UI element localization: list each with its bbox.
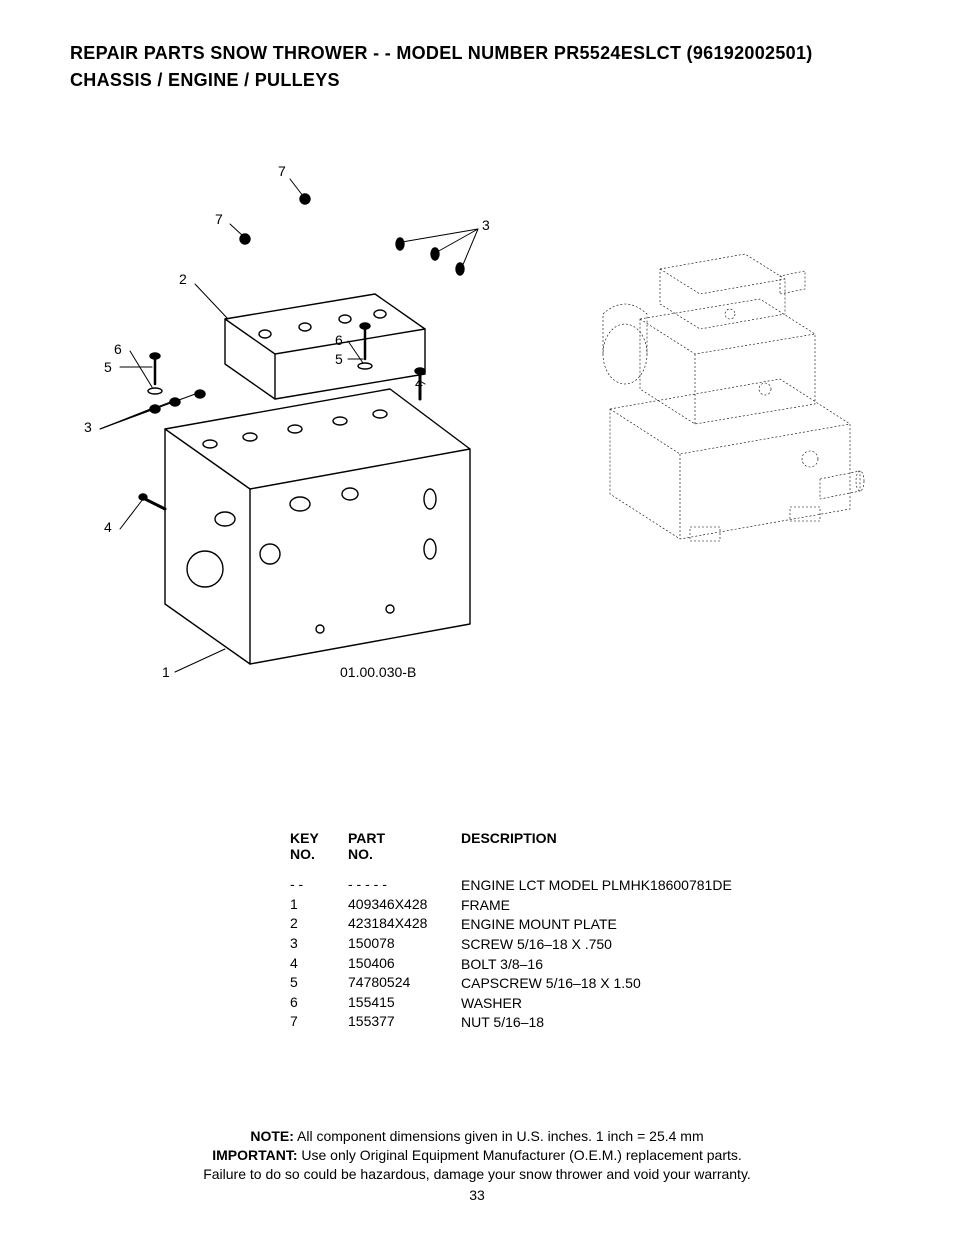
title-line-2: CHASSIS / ENGINE / PULLEYS: [70, 67, 884, 94]
table-body: - - - - - - - ENGINE LCT MODEL PLMHK1860…: [290, 876, 732, 1033]
callout-1: 1: [162, 664, 170, 680]
callout-4b: 4: [415, 375, 423, 391]
footer-notes: NOTE: All component dimensions given in …: [0, 1127, 954, 1205]
callout-7b: 7: [215, 211, 223, 227]
callout-4a: 4: [104, 519, 112, 535]
callout-3b: 3: [84, 419, 92, 435]
page-title: REPAIR PARTS SNOW THROWER - - MODEL NUMB…: [70, 40, 884, 94]
table-row: 7 155377 NUT 5/16–18: [290, 1013, 732, 1033]
title-line-1: REPAIR PARTS SNOW THROWER - - MODEL NUMB…: [70, 40, 884, 67]
chassis-diagram: [70, 119, 540, 679]
callout-6b: 6: [335, 332, 343, 348]
table-row: 4 150406 BOLT 3/8–16: [290, 955, 732, 975]
engine-diagram: [550, 199, 890, 559]
diagram-area: 7 7 3 2 6 5 6 5 4 3 4 1 01.00.030-B: [70, 119, 884, 679]
important-label: IMPORTANT:: [212, 1147, 297, 1163]
callout-5b: 5: [335, 351, 343, 367]
table-row: 3 150078 SCREW 5/16–18 X .750: [290, 935, 732, 955]
important-text: Use only Original Equipment Manufacturer…: [298, 1147, 742, 1163]
table-header: KEYNO. PARTNO. DESCRIPTION: [290, 830, 732, 862]
callout-2: 2: [179, 271, 187, 287]
parts-table: KEYNO. PARTNO. DESCRIPTION - - - - - - -…: [290, 830, 732, 1033]
table-row: - - - - - - - ENGINE LCT MODEL PLMHK1860…: [290, 876, 732, 896]
callout-6a: 6: [114, 341, 122, 357]
diagram-ref: 01.00.030-B: [340, 664, 416, 680]
footer-important-line: IMPORTANT: Use only Original Equipment M…: [0, 1146, 954, 1165]
page-number: 33: [0, 1186, 954, 1205]
table-row: 6 155415 WASHER: [290, 994, 732, 1014]
header-part: PARTNO.: [348, 830, 461, 862]
callout-5a: 5: [104, 359, 112, 375]
header-key: KEYNO.: [290, 830, 348, 862]
callout-3a: 3: [482, 217, 490, 233]
table-row: 1 409346X428 FRAME: [290, 896, 732, 916]
callout-7a: 7: [278, 163, 286, 179]
note-label: NOTE:: [250, 1128, 294, 1144]
header-desc: DESCRIPTION: [461, 830, 732, 862]
footer-line-3: Failure to do so could be hazardous, dam…: [0, 1165, 954, 1184]
table-row: 2 423184X428 ENGINE MOUNT PLATE: [290, 915, 732, 935]
footer-note-line: NOTE: All component dimensions given in …: [0, 1127, 954, 1146]
table-row: 5 74780524 CAPSCREW 5/16–18 X 1.50: [290, 974, 732, 994]
note-text: All component dimensions given in U.S. i…: [294, 1128, 704, 1144]
